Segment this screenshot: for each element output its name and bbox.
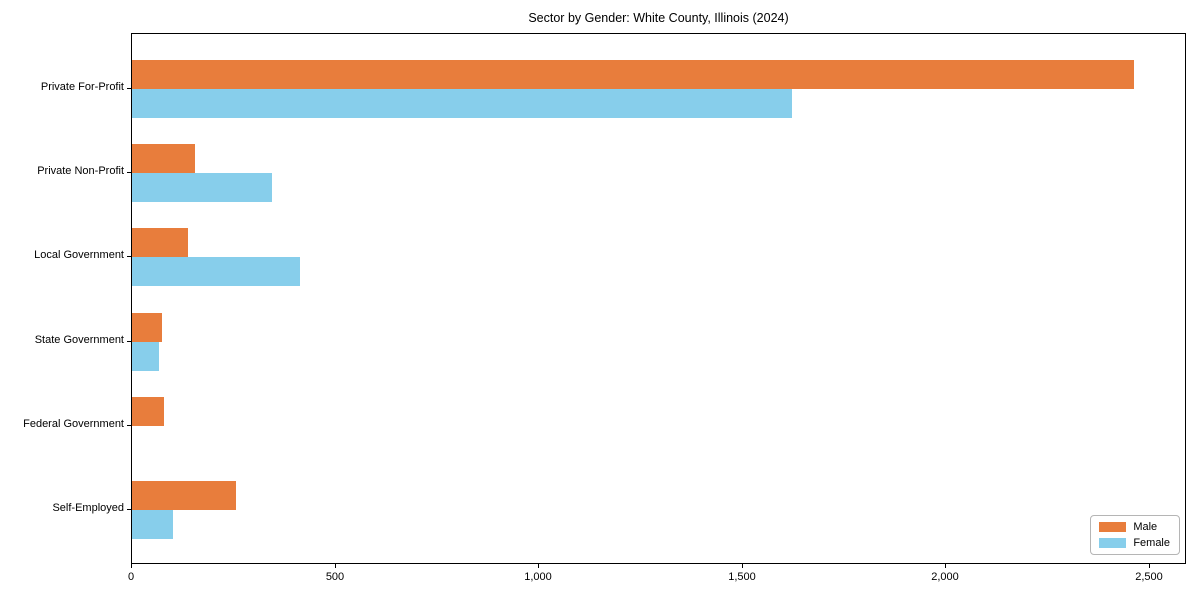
legend-label-female: Female — [1133, 537, 1170, 549]
x-tick-label-0: 0 — [127, 571, 135, 583]
y-tick-mark — [127, 425, 131, 426]
x-tick-mark — [945, 564, 946, 568]
bar-male-self-employed — [132, 481, 236, 510]
bar-male-private-non-profit — [132, 144, 195, 173]
bar-female-private-for-profit — [132, 89, 792, 118]
bar-male-private-for-profit — [132, 60, 1134, 89]
bar-female-private-non-profit — [132, 173, 272, 202]
y-tick-mark — [127, 172, 131, 173]
y-axis-label-private-for-profit: Private For-Profit — [40, 81, 124, 93]
x-tick-mark — [335, 564, 336, 568]
y-tick-mark — [127, 88, 131, 89]
x-tick-label-500: 500 — [325, 571, 345, 583]
x-tick-label-2000: 2,000 — [931, 571, 959, 583]
legend: Male Female — [1090, 515, 1180, 555]
y-axis-label-federal-government: Federal Government — [23, 418, 124, 430]
y-axis-label-state-government: State Government — [34, 334, 124, 346]
legend-label-male: Male — [1133, 521, 1158, 533]
x-tick-label-1500: 1,500 — [728, 571, 756, 583]
y-tick-mark — [127, 509, 131, 510]
bar-male-federal-government — [132, 397, 164, 426]
y-axis-label-local-government: Local Government — [34, 249, 124, 261]
legend-swatch-female — [1099, 538, 1127, 548]
legend-item-male: Male — [1099, 521, 1170, 533]
x-tick-label-2500: 2,500 — [1135, 571, 1163, 583]
y-tick-mark — [127, 256, 131, 257]
legend-item-female: Female — [1099, 537, 1170, 549]
x-tick-mark — [538, 564, 539, 568]
y-tick-mark — [127, 341, 131, 342]
x-tick-mark — [1149, 564, 1150, 568]
bar-female-state-government — [132, 342, 159, 371]
y-axis-label-self-employed: Self-Employed — [52, 502, 124, 514]
x-tick-mark — [742, 564, 743, 568]
bar-male-local-government — [132, 228, 188, 257]
bar-female-local-government — [132, 257, 300, 286]
bar-female-self-employed — [132, 510, 173, 539]
legend-swatch-male — [1099, 522, 1127, 532]
plot-area: Male Female — [131, 33, 1186, 564]
x-tick-mark — [131, 564, 132, 568]
y-axis-label-private-non-profit: Private Non-Profit — [37, 165, 124, 177]
chart-title: Sector by Gender: White County, Illinois… — [528, 11, 789, 25]
bar-male-state-government — [132, 313, 162, 342]
x-tick-label-1000: 1,000 — [524, 571, 552, 583]
